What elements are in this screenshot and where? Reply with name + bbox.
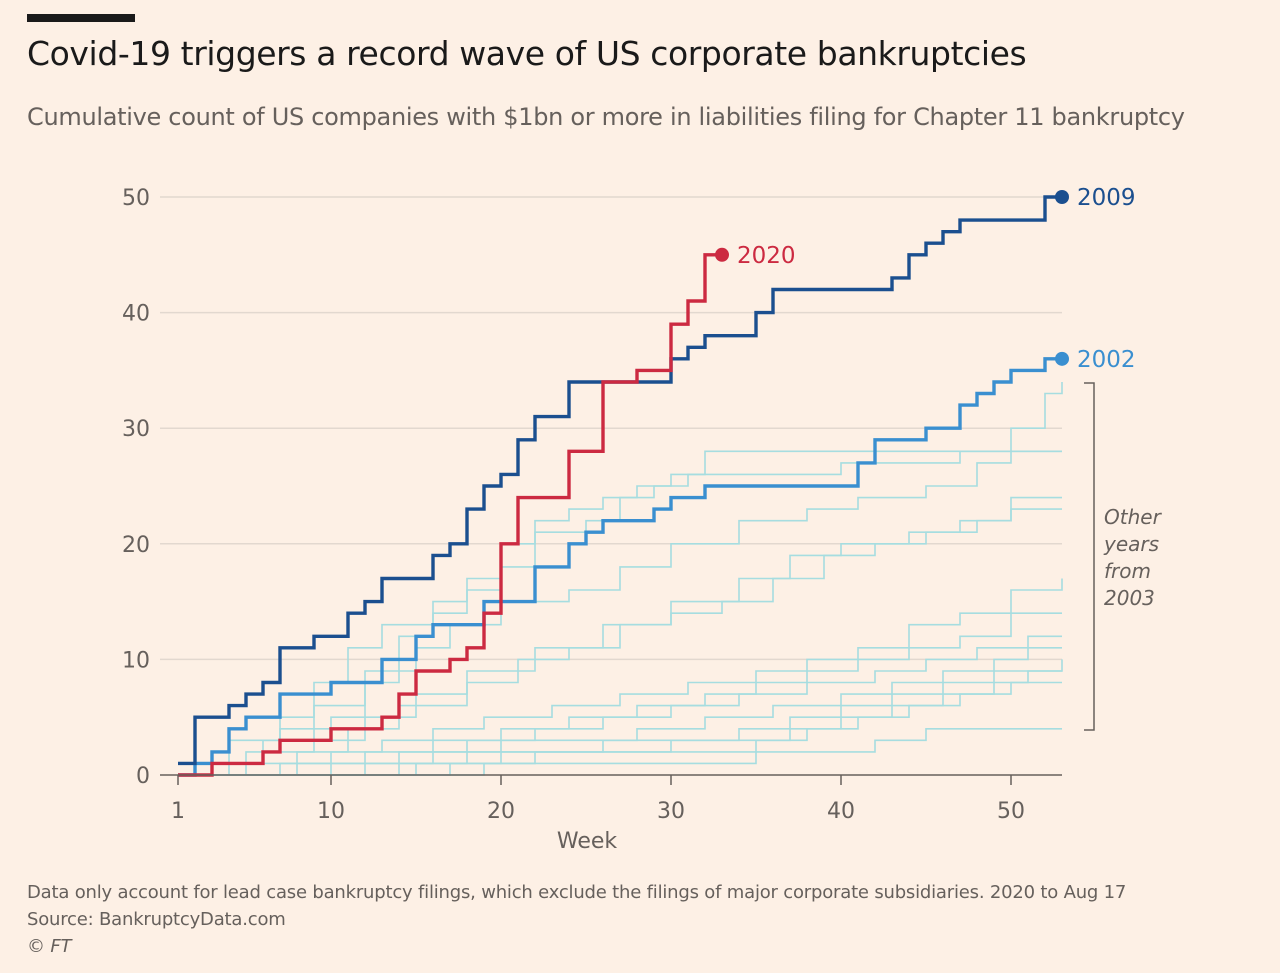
- series-line-2009: [178, 195, 1062, 766]
- series-label-2002: 2002: [1077, 347, 1136, 373]
- x-tick-label: 20: [487, 799, 515, 824]
- bracket-label-line: Other: [1104, 505, 1163, 529]
- series-label-2009: 2009: [1077, 185, 1136, 211]
- other-year-line: [178, 728, 1062, 776]
- x-tick-label: 30: [657, 799, 685, 824]
- y-tick-label: 0: [136, 764, 150, 789]
- series-line-2020: [178, 253, 722, 777]
- chart-title: Covid-19 triggers a record wave of US co…: [27, 34, 1027, 73]
- other-year-line: [178, 496, 1062, 776]
- chart-subtitle: Cumulative count of US companies with $1…: [27, 103, 1185, 131]
- series-end-marker-2009: [1055, 190, 1069, 204]
- y-tick-label: 20: [122, 533, 150, 558]
- x-axis-label: Week: [557, 829, 618, 854]
- other-year-line: [178, 450, 1062, 776]
- other-year-line: [178, 382, 1063, 776]
- x-tick-label: 50: [997, 799, 1025, 824]
- other-years-bracket: [1084, 382, 1095, 731]
- x-tick-label: 40: [827, 799, 855, 824]
- other-year-line: [178, 508, 1062, 776]
- other-year-line: [178, 647, 1062, 776]
- other-year-line: [178, 670, 1062, 776]
- other-year-line: [178, 635, 1062, 776]
- series-line-2002: [178, 357, 1062, 777]
- footnote-note: Data only account for lead case bankrupt…: [27, 882, 1127, 903]
- series-end-marker-2020: [715, 247, 729, 262]
- other-years-lines: [178, 382, 1063, 776]
- y-tick-label: 50: [122, 186, 150, 211]
- series-label-2020: 2020: [737, 243, 796, 269]
- footnote-credit: © FT: [27, 936, 72, 957]
- series-end-marker-2002: [1055, 351, 1069, 366]
- y-tick-label: 40: [122, 302, 150, 327]
- axes: 0 10 20 30 40 50 1 10 20 30 40 50 Week: [122, 186, 1062, 854]
- x-tick-label: 10: [317, 799, 345, 824]
- y-tick-label: 30: [122, 417, 150, 442]
- bracket-label-line: from: [1104, 559, 1151, 583]
- other-year-line: [178, 578, 1063, 776]
- x-tick-label: 1: [171, 799, 185, 824]
- annotations: Other years from 2003: [1084, 382, 1163, 731]
- bracket-label-line: years: [1103, 532, 1159, 556]
- gridlines: [160, 196, 1062, 661]
- footnote-source: Source: BankruptcyData.com: [27, 909, 286, 930]
- bracket-label-line: 2003: [1104, 586, 1155, 610]
- brand-rule: [27, 14, 135, 22]
- other-year-line: [178, 681, 1062, 776]
- y-tick-label: 10: [122, 648, 150, 673]
- highlight-lines: 2002 2009 2020: [178, 185, 1136, 777]
